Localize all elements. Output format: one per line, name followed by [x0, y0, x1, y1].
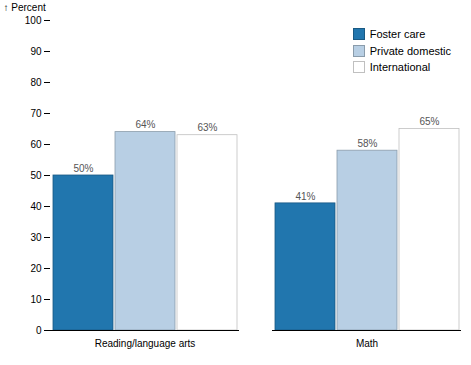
svg-text:60: 60: [30, 139, 42, 150]
svg-text:90: 90: [30, 46, 42, 57]
svg-text:50%: 50%: [73, 163, 93, 174]
svg-text:10: 10: [30, 294, 42, 305]
svg-text:0: 0: [36, 325, 42, 336]
svg-text:20: 20: [30, 263, 42, 274]
svg-text:30: 30: [30, 232, 42, 243]
svg-text:70: 70: [30, 108, 42, 119]
svg-text:65%: 65%: [419, 116, 439, 127]
svg-text:41%: 41%: [295, 191, 315, 202]
svg-text:64%: 64%: [135, 119, 155, 130]
html-text:Foster care: Foster care: [369, 28, 426, 40]
svg-text:Math: Math: [356, 338, 378, 349]
svg-text:40: 40: [30, 201, 42, 212]
svg-text:63%: 63%: [197, 122, 217, 133]
svg-text:80: 80: [30, 77, 42, 88]
svg-text:↑ Percent: ↑ Percent: [4, 2, 46, 13]
html-text:International: International: [369, 61, 431, 73]
svg-text:50: 50: [30, 170, 42, 181]
svg-text:Reading/language arts: Reading/language arts: [95, 338, 196, 349]
html-text:Private domestic: Private domestic: [369, 44, 451, 57]
svg-text:58%: 58%: [357, 138, 377, 149]
svg-text:100: 100: [25, 15, 42, 26]
